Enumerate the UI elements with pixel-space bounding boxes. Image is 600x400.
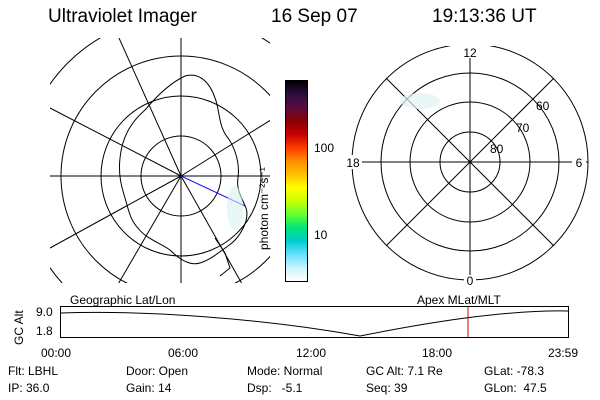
geo-map-label: Geographic Lat/Lon bbox=[70, 293, 176, 307]
colorbar-tick-10: 10 bbox=[314, 228, 328, 242]
status-ip: IP: 36.0 bbox=[8, 381, 50, 395]
lat-label-60: 60 bbox=[536, 99, 550, 113]
instrument-title: Ultraviolet Imager bbox=[48, 6, 197, 27]
status-door: Door: Open bbox=[126, 364, 189, 378]
status-dsp: Dsp: -5.1 bbox=[247, 381, 303, 395]
status-glon: GLon: 47.5 bbox=[484, 381, 547, 395]
status-gcalt: GC Alt: 7.1 Re bbox=[366, 364, 443, 378]
lat-label-80: 80 bbox=[490, 142, 504, 156]
xtick-1800: 18:00 bbox=[422, 346, 453, 360]
status-mode: Mode: Normal bbox=[247, 364, 323, 378]
status-seq: Seq: 39 bbox=[366, 381, 408, 395]
aurora-blob bbox=[400, 93, 440, 109]
alt-ytick-bottom: 1.8 bbox=[36, 324, 53, 338]
alt-ylabel: GC Alt bbox=[12, 310, 26, 345]
lat-label-70: 70 bbox=[516, 121, 530, 135]
altitude-plot bbox=[60, 306, 569, 338]
polar-plot: 12 18 6 0 60 70 80 bbox=[344, 46, 589, 286]
mlt-label-left: 18 bbox=[346, 156, 360, 170]
xtick-0000: 00:00 bbox=[41, 346, 72, 360]
xtick-1200: 12:00 bbox=[296, 346, 327, 360]
colorbar bbox=[285, 80, 308, 282]
status-glat: GLat: -78.3 bbox=[484, 364, 545, 378]
mlt-label-bottom: 0 bbox=[467, 274, 474, 286]
xtick-0600: 06:00 bbox=[168, 346, 199, 360]
geographic-map bbox=[50, 38, 270, 283]
status-flt: Flt: LBHL bbox=[8, 364, 59, 378]
status-gain: Gain: 14 bbox=[126, 381, 172, 395]
mlt-label-top: 12 bbox=[463, 46, 477, 60]
polar-plot-label: Apex MLat/MLT bbox=[417, 293, 501, 307]
xtick-2359: 23:59 bbox=[548, 346, 579, 360]
colorbar-unit-label: photon cm⁻²s⁻¹ bbox=[257, 167, 271, 250]
aurora-blob bbox=[227, 186, 243, 230]
time-label: 19:13:36 UT bbox=[432, 6, 537, 27]
date-label: 16 Sep 07 bbox=[271, 6, 358, 27]
alt-ytick-top: 9.0 bbox=[36, 305, 53, 319]
colorbar-tick-100: 100 bbox=[314, 141, 335, 155]
mlt-label-right: 6 bbox=[576, 156, 583, 170]
